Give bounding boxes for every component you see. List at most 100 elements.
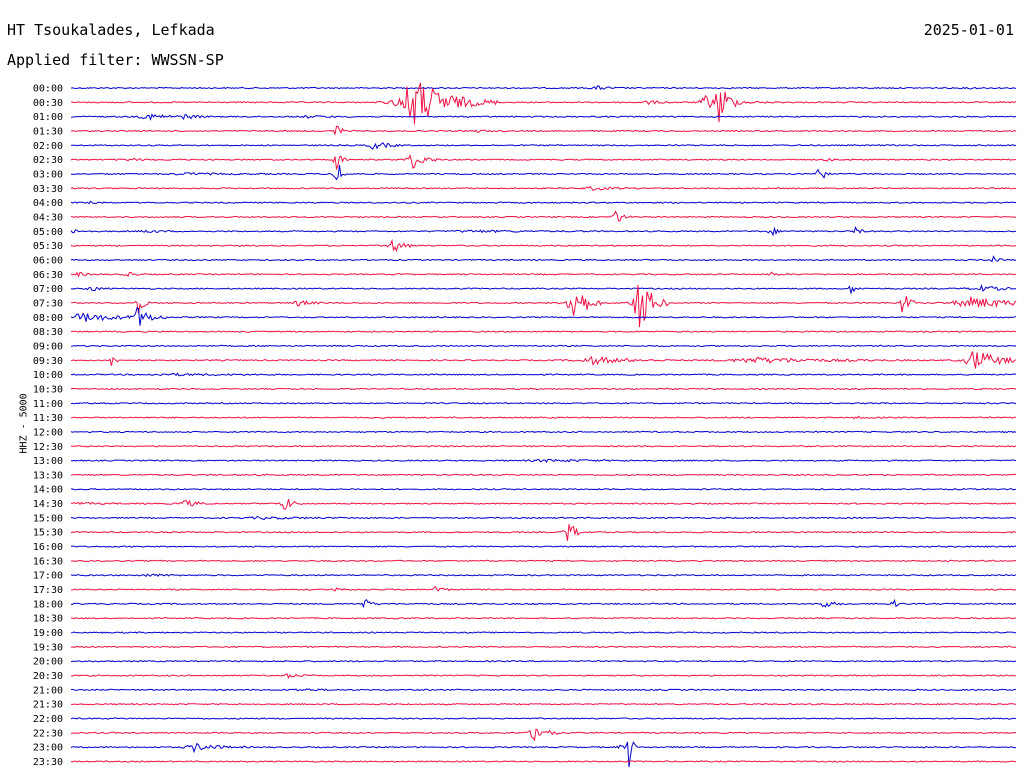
time-tick-label: 09:00 xyxy=(33,341,63,352)
time-tick-label: 21:00 xyxy=(33,685,63,696)
trace-line-35 xyxy=(70,585,1017,592)
trace-line-31 xyxy=(70,524,1017,541)
trace-line-34 xyxy=(70,573,1017,578)
time-tick-label: 06:30 xyxy=(33,270,63,281)
trace-line-24 xyxy=(70,430,1017,434)
trace-line-47 xyxy=(70,760,1017,763)
date-label: 2025-01-01 xyxy=(923,21,1014,39)
trace-line-21 xyxy=(70,387,1017,391)
trace-line-07 xyxy=(70,185,1017,192)
trace-line-08 xyxy=(70,200,1017,205)
time-tick-label: 14:00 xyxy=(33,485,63,496)
trace-line-22 xyxy=(70,402,1017,405)
time-tick-label: 05:30 xyxy=(33,241,63,252)
time-tick-label: 07:00 xyxy=(33,284,63,295)
time-tick-label: 14:30 xyxy=(33,499,63,510)
trace-line-25 xyxy=(70,445,1017,448)
trace-line-27 xyxy=(70,473,1017,477)
trace-line-44 xyxy=(70,717,1017,720)
time-tick-label: 10:00 xyxy=(33,370,63,381)
time-tick-label: 01:30 xyxy=(33,126,63,137)
trace-line-01 xyxy=(70,82,1017,125)
time-tick-label: 04:30 xyxy=(33,212,63,223)
time-tick-label: 03:00 xyxy=(33,169,63,180)
trace-line-12 xyxy=(70,255,1017,263)
station-title: HT Tsoukalades, Lefkada xyxy=(7,21,215,39)
time-tick-label: 13:00 xyxy=(33,456,63,467)
time-tick-label: 02:30 xyxy=(33,155,63,166)
time-tick-label: 07:30 xyxy=(33,298,63,309)
time-tick-label: 05:00 xyxy=(33,227,63,238)
time-tick-label: 01:00 xyxy=(33,112,63,123)
time-tick-label: 19:30 xyxy=(33,642,63,653)
time-tick-label: 13:30 xyxy=(33,470,63,481)
trace-line-28 xyxy=(70,487,1017,491)
trace-line-13 xyxy=(70,271,1017,278)
trace-line-39 xyxy=(70,645,1017,649)
time-tick-label: 18:30 xyxy=(33,614,63,625)
time-tick-label: 04:00 xyxy=(33,198,63,209)
time-tick-label: 06:00 xyxy=(33,255,63,266)
time-tick-label: 19:00 xyxy=(33,628,63,639)
trace-line-06 xyxy=(70,165,1017,181)
trace-line-20 xyxy=(70,372,1017,377)
time-tick-label: 00:00 xyxy=(33,84,63,95)
trace-line-41 xyxy=(70,673,1017,679)
trace-line-26 xyxy=(70,458,1017,464)
time-tick-label: 02:00 xyxy=(33,141,63,152)
time-tick-label: 21:30 xyxy=(33,700,63,711)
trace-line-02 xyxy=(70,113,1017,121)
trace-line-23 xyxy=(70,415,1016,420)
trace-line-17 xyxy=(70,330,1017,333)
trace-line-33 xyxy=(70,559,1017,563)
trace-line-38 xyxy=(70,631,1017,634)
time-tick-label: 08:00 xyxy=(33,313,63,324)
time-tick-label: 09:30 xyxy=(33,356,63,367)
time-tick-label: 23:00 xyxy=(33,743,63,754)
time-tick-label: 17:30 xyxy=(33,585,63,596)
time-tick-label: 15:00 xyxy=(33,513,63,524)
time-tick-label: 16:00 xyxy=(33,542,63,553)
time-tick-label: 11:00 xyxy=(33,399,63,410)
time-tick-label: 12:00 xyxy=(33,427,63,438)
trace-line-11 xyxy=(70,238,1017,253)
trace-line-15 xyxy=(70,284,1017,328)
time-tick-label: 23:30 xyxy=(33,757,63,768)
time-tick-label: 18:00 xyxy=(33,599,63,610)
time-tick-label: 16:30 xyxy=(33,556,63,567)
trace-line-40 xyxy=(70,660,1017,663)
time-tick-label: 08:30 xyxy=(33,327,63,338)
trace-line-00 xyxy=(70,85,1016,91)
time-tick-label: 15:30 xyxy=(33,528,63,539)
filter-label: Applied filter: WWSSN-SP xyxy=(7,51,224,69)
trace-line-05 xyxy=(70,153,1017,171)
trace-line-42 xyxy=(70,688,1017,692)
trace-line-19 xyxy=(70,351,1017,369)
time-tick-label: 17:00 xyxy=(33,571,63,582)
time-tick-label: 11:30 xyxy=(33,413,63,424)
time-tick-label: 22:30 xyxy=(33,728,63,739)
time-tick-label: 22:00 xyxy=(33,714,63,725)
trace-line-09 xyxy=(70,210,1017,222)
trace-line-04 xyxy=(70,142,1017,150)
trace-line-16 xyxy=(70,307,1017,326)
trace-line-30 xyxy=(70,516,1017,520)
trace-line-03 xyxy=(70,125,1017,136)
trace-line-14 xyxy=(70,283,1017,295)
trace-line-43 xyxy=(70,702,1017,706)
time-tick-label: 00:30 xyxy=(33,98,63,109)
time-tick-label: 10:30 xyxy=(33,384,63,395)
time-tick-label: 12:30 xyxy=(33,442,63,453)
trace-line-32 xyxy=(70,545,1017,548)
trace-line-37 xyxy=(71,616,1017,620)
trace-line-10 xyxy=(70,225,1017,237)
trace-line-36 xyxy=(71,598,1017,609)
trace-line-29 xyxy=(70,498,1017,510)
time-tick-label: 20:30 xyxy=(33,671,63,682)
trace-line-45 xyxy=(71,728,1017,742)
trace-line-46 xyxy=(70,741,1017,768)
trace-line-18 xyxy=(70,344,1017,348)
time-tick-label: 20:00 xyxy=(33,657,63,668)
